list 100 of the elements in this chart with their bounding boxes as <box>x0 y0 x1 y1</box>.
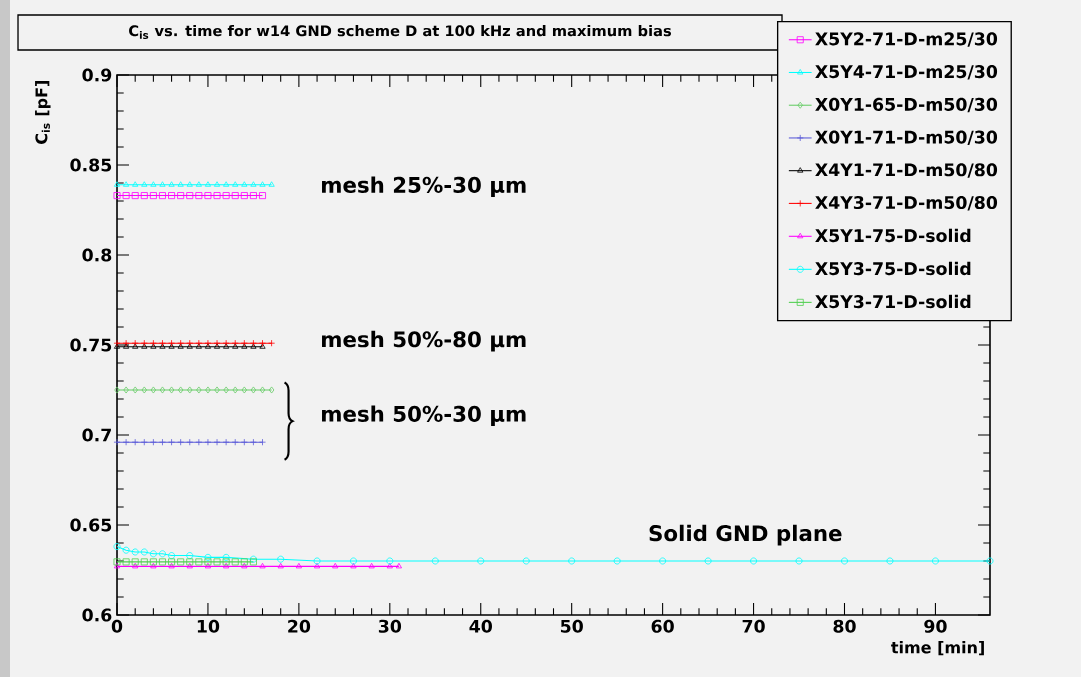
point <box>149 339 157 347</box>
point <box>122 546 130 554</box>
point <box>177 339 185 347</box>
legend-label: X4Y1-71-D-m50/80 <box>815 163 998 178</box>
point <box>159 339 166 347</box>
point <box>259 562 266 569</box>
point <box>222 438 230 446</box>
point <box>195 438 203 446</box>
point <box>931 557 939 565</box>
point <box>213 438 221 446</box>
point <box>168 339 176 347</box>
point <box>222 558 230 566</box>
point <box>113 343 121 349</box>
point <box>186 192 194 200</box>
point <box>259 343 266 349</box>
point <box>213 343 221 349</box>
point <box>113 181 121 187</box>
point <box>141 386 147 394</box>
point <box>259 386 266 394</box>
point <box>986 557 994 565</box>
point <box>268 386 275 394</box>
point <box>213 181 221 187</box>
point <box>177 192 185 200</box>
point <box>141 343 148 349</box>
point <box>249 192 257 200</box>
point <box>159 386 166 394</box>
point <box>149 550 157 558</box>
point <box>232 181 239 187</box>
point <box>140 192 148 200</box>
point <box>132 343 139 349</box>
point <box>240 558 248 566</box>
point <box>313 557 321 565</box>
point <box>177 343 184 349</box>
point <box>232 343 239 349</box>
point <box>204 438 212 446</box>
point <box>886 557 894 565</box>
point <box>231 558 239 566</box>
point <box>704 557 712 565</box>
point <box>277 555 285 563</box>
point <box>241 562 248 569</box>
y-tick-label: 0.7 <box>82 428 111 442</box>
point <box>195 558 203 566</box>
point <box>141 181 148 187</box>
point <box>113 558 121 566</box>
point <box>114 386 120 394</box>
point <box>186 438 194 446</box>
point <box>250 181 257 187</box>
point <box>213 339 221 347</box>
y-tick-label: 0.75 <box>70 338 112 352</box>
point <box>159 181 166 187</box>
x-tick-label: 20 <box>288 619 311 633</box>
point <box>240 192 248 200</box>
x-tick-label: 40 <box>469 619 492 633</box>
legend-label: X4Y3-71-D-m50/80 <box>815 195 998 211</box>
annotation: Solid GND plane <box>649 524 842 546</box>
point <box>431 557 439 565</box>
legend-label: X5Y2-71-D-m25/30 <box>815 32 998 47</box>
x-tick-label: 10 <box>197 619 220 633</box>
x-tick-label: 0 <box>111 619 123 633</box>
point <box>168 343 175 349</box>
point <box>186 343 193 349</box>
point <box>159 558 166 566</box>
point <box>750 557 758 565</box>
point <box>268 181 275 187</box>
point <box>159 192 166 200</box>
point <box>250 343 257 349</box>
point <box>177 558 185 566</box>
point <box>140 339 148 347</box>
point <box>222 192 230 200</box>
point <box>204 339 212 347</box>
point <box>240 438 248 446</box>
chart-title: C$_{is}$ vs. time for w14 GND scheme D at 100 kHz and maximum bias <box>129 24 672 40</box>
point <box>195 181 202 187</box>
x-axis-title: time [min] <box>891 641 984 656</box>
point <box>140 558 148 566</box>
point <box>295 562 302 569</box>
point <box>395 562 402 569</box>
point <box>249 438 257 446</box>
point <box>204 553 212 561</box>
point <box>213 558 221 566</box>
point <box>122 192 130 200</box>
point <box>841 557 848 565</box>
y-tick-label: 0.65 <box>70 518 112 532</box>
point <box>659 557 667 565</box>
annotation: mesh 50%-30 µm <box>322 405 526 427</box>
point <box>195 343 202 349</box>
legend-label: X5Y4-71-D-m25/30 <box>815 65 998 80</box>
point <box>250 386 257 394</box>
point <box>277 562 284 569</box>
point <box>177 386 184 394</box>
point <box>131 339 139 347</box>
point <box>350 562 357 569</box>
point <box>131 548 139 556</box>
point <box>195 339 203 347</box>
point <box>168 552 176 560</box>
point <box>150 181 157 187</box>
point <box>204 562 211 569</box>
point <box>249 339 257 347</box>
point <box>186 562 193 569</box>
legend-label: X0Y1-71-D-m50/30 <box>815 130 998 145</box>
